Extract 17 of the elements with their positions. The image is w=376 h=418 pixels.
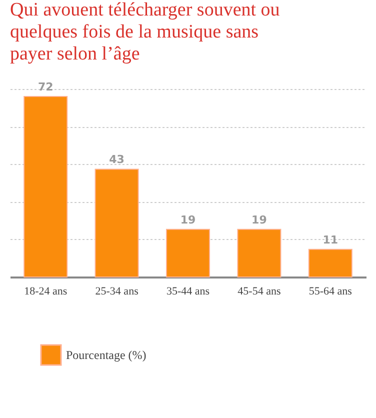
legend-label: Pourcentage (%) — [66, 348, 146, 362]
data-label: 43 — [109, 153, 124, 166]
data-label: 19 — [252, 213, 267, 226]
bar — [308, 248, 352, 278]
bar — [24, 96, 68, 278]
data-label: 19 — [180, 213, 196, 226]
x-tick-label: 18-24 ans — [24, 286, 68, 298]
data-label: 72 — [38, 80, 54, 94]
x-tick-label: 55-64 ans — [308, 286, 352, 298]
bar — [237, 228, 282, 278]
x-tick-label: 35-44 ans — [166, 286, 210, 298]
bar — [166, 228, 210, 278]
x-tick-label: 25-34 ans — [95, 286, 138, 298]
bar — [94, 168, 139, 278]
data-label: 11 — [322, 233, 338, 246]
chart-title: Qui avouent télécharger souvent ou quelques fois de la musique sans payer selon l’âge — [10, 0, 280, 65]
x-tick-label: 45-54 ans — [238, 286, 281, 298]
